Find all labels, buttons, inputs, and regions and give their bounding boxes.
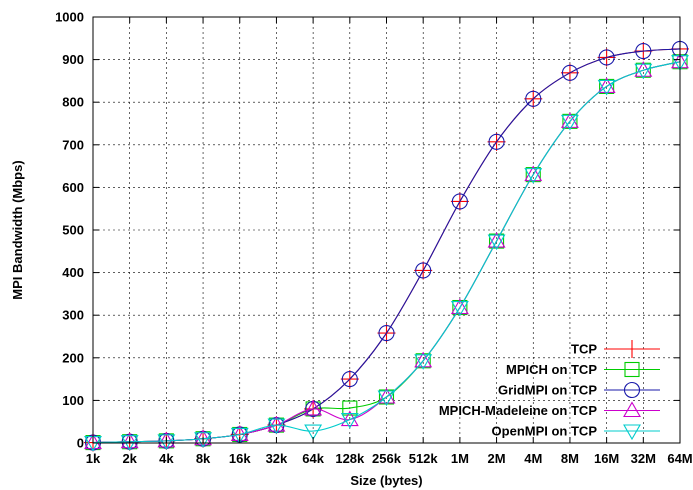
x-tick-label: 512k [409, 451, 439, 466]
data-point [414, 354, 433, 370]
legend-marker [623, 340, 641, 358]
x-tick-label: 32M [631, 451, 656, 466]
y-tick-label: 400 [62, 265, 84, 280]
grid-lines [93, 17, 680, 443]
legend-label: MPICH-Madeleine on TCP [439, 403, 598, 418]
y-tick-label: 500 [62, 223, 84, 238]
data-point [451, 193, 468, 210]
data-point [597, 79, 616, 96]
legend-item: TCP [571, 340, 660, 358]
data-point [450, 298, 469, 315]
legend-label: GridMPI on TCP [498, 383, 597, 398]
y-tick-label: 800 [62, 95, 84, 110]
y-tick-label: 300 [62, 308, 84, 323]
x-tick-label: 64M [667, 451, 692, 466]
legend-marker [623, 381, 641, 399]
x-tick-label: 32k [266, 451, 288, 466]
legend-item: GridMPI on TCP [498, 381, 660, 399]
legend-marker [624, 361, 640, 378]
data-point [487, 231, 506, 248]
data-point [194, 429, 213, 446]
x-tick-label: 8k [196, 451, 211, 466]
legend-item: MPICH-Madeleine on TCP [439, 401, 660, 418]
data-point [377, 387, 396, 404]
x-tick-label: 2M [488, 451, 506, 466]
legend-label: TCP [571, 342, 597, 357]
legend-marker [623, 424, 641, 441]
y-tick-label: 900 [62, 52, 84, 67]
data-point [230, 427, 249, 444]
data-point [340, 410, 359, 427]
data-point [377, 390, 396, 407]
x-axis-title: Size (bytes) [350, 473, 422, 488]
data-point [194, 432, 213, 448]
x-tick-label: 1k [86, 451, 101, 466]
y-tick-label: 200 [62, 350, 84, 365]
y-tick-label: 700 [62, 137, 84, 152]
axis-ticks: 1k 2k 4k 8k 16k 32k 64k 128k 256k 512k 1M 2M 4M 8M 16M… [55, 10, 693, 467]
x-tick-label: 4k [159, 451, 174, 466]
data-point [450, 300, 469, 317]
legend-marker [623, 401, 641, 418]
data-point [414, 351, 433, 368]
x-tick-label: 1M [451, 451, 469, 466]
data-point [378, 325, 395, 342]
data-point [120, 432, 139, 449]
data-point [524, 168, 543, 184]
data-point [560, 112, 579, 128]
y-tick-label: 0 [77, 436, 84, 451]
data-point [267, 415, 286, 432]
x-tick-label: 128k [335, 451, 365, 466]
y-tick-label: 600 [62, 180, 84, 195]
data-point [84, 433, 102, 450]
legend-label: OpenMPI on TCP [492, 424, 598, 439]
data-point [304, 424, 323, 441]
x-tick-label: 8M [561, 451, 579, 466]
y-axis-title: MPI Bandwidth (Mbps) [10, 160, 25, 299]
data-point [488, 133, 505, 150]
x-tick-label: 64k [302, 451, 324, 466]
data-point [525, 90, 542, 107]
data-point [415, 262, 432, 279]
data-point [487, 234, 506, 251]
data-point [597, 77, 616, 93]
data-point [340, 413, 359, 429]
y-tick-label: 100 [62, 393, 84, 408]
x-tick-label: 2k [122, 451, 137, 466]
x-tick-label: 4M [524, 451, 542, 466]
x-tick-label: 256k [372, 451, 402, 466]
series-line [92, 61, 681, 444]
data-point [341, 371, 358, 388]
legend-item: OpenMPI on TCP [492, 424, 660, 441]
data-point [304, 399, 323, 416]
legend: TCP MPICH on TCP GridMPI on TCP MPICH-Madel… [439, 340, 660, 441]
legend-item: MPICH on TCP [506, 361, 660, 378]
data-point [157, 431, 176, 448]
data-point [267, 418, 286, 435]
data-point [524, 165, 543, 182]
legend-label: MPICH on TCP [506, 362, 597, 377]
plot-frame [92, 16, 681, 444]
y-tick-label: 1000 [55, 10, 84, 25]
x-tick-label: 16k [229, 451, 251, 466]
series-lines [84, 39, 689, 452]
data-point [635, 43, 652, 60]
data-point [561, 64, 578, 81]
data-point [598, 49, 615, 66]
x-tick-label: 16M [594, 451, 619, 466]
data-point [342, 400, 358, 416]
data-point [634, 63, 653, 80]
data-point [157, 434, 176, 450]
data-point [560, 114, 579, 131]
